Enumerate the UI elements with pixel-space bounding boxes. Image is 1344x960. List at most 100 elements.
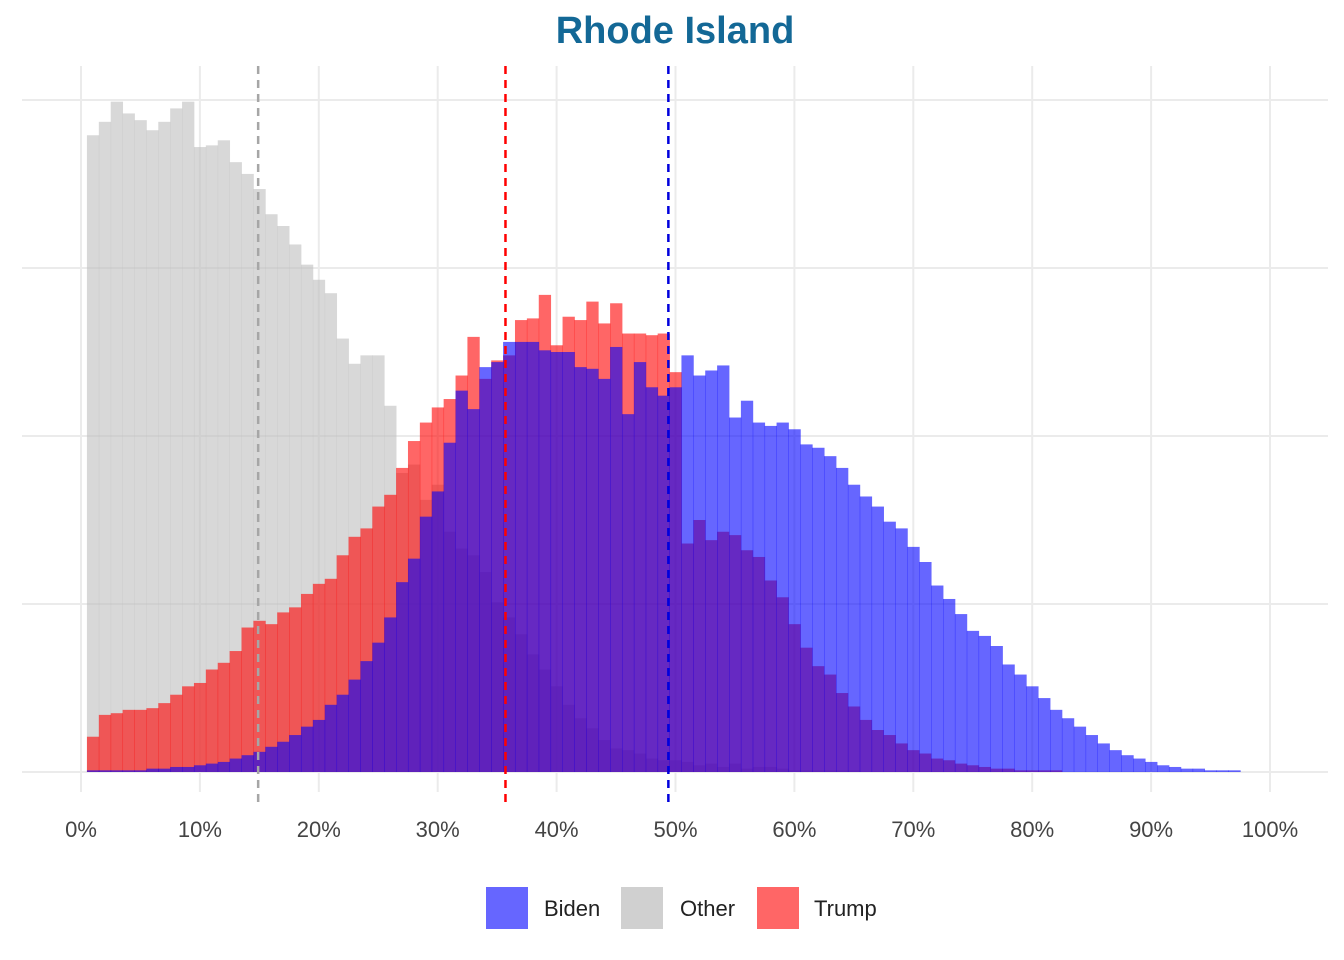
bar-biden-9 — [193, 765, 207, 772]
bar-biden-91 — [1168, 766, 1182, 772]
bar-biden-77 — [1002, 664, 1015, 772]
x-tick-label-10: 100% — [1242, 817, 1298, 842]
bar-biden-83 — [1073, 726, 1087, 772]
bar-biden-53 — [717, 365, 730, 772]
bar-other-13 — [241, 173, 254, 773]
bar-biden-14 — [253, 751, 266, 772]
histogram-bars — [86, 101, 1241, 773]
bar-other-0 — [86, 135, 100, 772]
bar-trump-11 — [217, 662, 231, 772]
bar-biden-5 — [146, 768, 159, 772]
bar-biden-32 — [467, 409, 480, 772]
bar-trump-3 — [122, 709, 135, 772]
bar-trump-1 — [98, 714, 112, 772]
bar-biden-55 — [740, 400, 754, 772]
legend-swatch-trump — [757, 887, 799, 929]
bar-biden-88 — [1133, 758, 1146, 772]
bar-biden-75 — [978, 635, 991, 772]
bar-biden-27 — [407, 558, 421, 772]
bar-biden-33 — [479, 367, 492, 772]
legend-label-biden: Biden — [544, 896, 600, 921]
bar-other-4 — [134, 120, 147, 772]
bar-biden-93 — [1192, 768, 1206, 772]
bar-biden-89 — [1145, 761, 1158, 772]
bar-other-1 — [98, 121, 112, 773]
bar-trump-14 — [253, 620, 266, 772]
bar-biden-74 — [966, 630, 980, 772]
bar-biden-30 — [443, 442, 456, 772]
bar-biden-70 — [919, 562, 932, 772]
bar-biden-38 — [538, 350, 552, 772]
bar-biden-28 — [419, 516, 433, 772]
bar-trump-0 — [86, 736, 100, 772]
bar-trump-9 — [193, 682, 207, 772]
bar-biden-66 — [871, 506, 884, 772]
bar-biden-60 — [800, 444, 813, 772]
bar-biden-62 — [824, 456, 837, 772]
bar-other-9 — [193, 147, 207, 773]
legend: Biden Other Trump — [486, 887, 877, 929]
bar-biden-51 — [693, 375, 706, 772]
bar-other-7 — [170, 108, 183, 772]
bar-biden-73 — [954, 614, 968, 772]
legend-label-other: Other — [680, 896, 735, 921]
bar-biden-43 — [598, 378, 611, 772]
chart-title: Rhode Island — [556, 10, 795, 52]
bar-biden-46 — [633, 362, 647, 772]
bar-biden-15 — [265, 746, 278, 772]
bar-biden-86 — [1109, 750, 1122, 772]
bar-biden-95 — [1216, 770, 1229, 772]
bar-biden-0 — [86, 770, 100, 772]
x-tick-label-4: 40% — [535, 817, 579, 842]
bar-biden-10 — [205, 763, 219, 772]
bar-biden-39 — [550, 352, 563, 772]
bar-biden-69 — [907, 546, 920, 772]
bar-biden-68 — [895, 528, 908, 772]
legend-label-trump: Trump — [814, 896, 877, 921]
bar-biden-82 — [1061, 718, 1075, 772]
bar-biden-16 — [277, 741, 290, 772]
bar-biden-8 — [182, 766, 195, 772]
x-tick-label-3: 30% — [416, 817, 460, 842]
bar-trump-10 — [205, 669, 219, 772]
x-tick-label-0: 0% — [65, 817, 97, 842]
bar-biden-18 — [300, 726, 314, 772]
bar-biden-49 — [669, 387, 682, 772]
bar-biden-94 — [1204, 770, 1217, 772]
bar-biden-1 — [98, 770, 112, 772]
series-biden — [86, 341, 1241, 772]
bar-other-5 — [146, 130, 159, 773]
bar-biden-65 — [859, 496, 873, 772]
x-axis-tick-labels: 0% 10% 20% 30% 40% 50% 60% 70% 80% 90% 100% — [65, 817, 1298, 842]
bar-biden-80 — [1038, 698, 1051, 772]
bar-biden-50 — [681, 355, 694, 772]
bar-biden-87 — [1121, 755, 1134, 772]
bar-biden-37 — [526, 341, 540, 772]
bar-biden-13 — [241, 755, 254, 772]
bar-biden-24 — [372, 642, 385, 772]
bar-biden-23 — [360, 661, 373, 772]
bar-biden-40 — [562, 352, 575, 772]
bar-biden-79 — [1026, 686, 1039, 772]
bar-trump-6 — [158, 703, 171, 772]
bar-biden-81 — [1050, 709, 1063, 772]
bar-biden-26 — [396, 582, 409, 772]
bar-other-8 — [182, 101, 195, 773]
bar-trump-12 — [229, 651, 242, 772]
bar-biden-25 — [384, 617, 397, 772]
bar-trump-7 — [170, 694, 183, 772]
bar-biden-92 — [1180, 768, 1194, 772]
bar-biden-48 — [657, 395, 670, 772]
bar-biden-44 — [610, 346, 623, 772]
bar-biden-57 — [764, 425, 777, 772]
bar-biden-2 — [110, 770, 124, 772]
bar-biden-84 — [1085, 735, 1098, 772]
bar-biden-72 — [943, 598, 956, 772]
bar-biden-42 — [586, 368, 599, 772]
bar-biden-11 — [217, 761, 231, 772]
bar-biden-7 — [170, 766, 183, 772]
x-tick-label-8: 80% — [1010, 817, 1054, 842]
bar-biden-47 — [645, 387, 659, 772]
x-tick-label-1: 10% — [178, 817, 222, 842]
